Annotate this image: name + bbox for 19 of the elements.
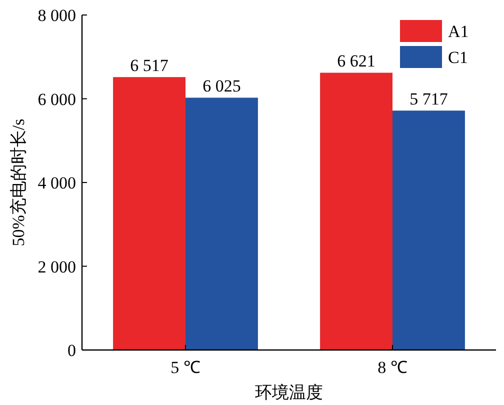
data-label: 6 025	[202, 76, 241, 96]
bar	[113, 77, 186, 350]
bar	[186, 98, 258, 350]
bar	[320, 72, 392, 350]
data-label: 6 621	[337, 52, 376, 71]
y-axis-title: 50%充电的时长/s	[9, 118, 28, 246]
data-label: 5 717	[410, 90, 448, 109]
y-tick-label: 2 000	[38, 257, 76, 276]
x-tick-label: 8 ℃	[378, 358, 408, 377]
y-tick-label: 0	[68, 341, 76, 360]
legend-label: A1	[448, 22, 469, 41]
y-tick-label: 8 000	[38, 6, 76, 25]
data-label: 6 517	[130, 56, 169, 76]
y-tick-label: 6 000	[38, 90, 76, 109]
bar	[392, 110, 465, 350]
x-axis-title: 环境温度	[255, 383, 323, 402]
x-tick-label: 5 ℃	[170, 358, 200, 377]
legend-label: C1	[448, 48, 468, 67]
y-tick-label: 4 000	[38, 174, 76, 192]
